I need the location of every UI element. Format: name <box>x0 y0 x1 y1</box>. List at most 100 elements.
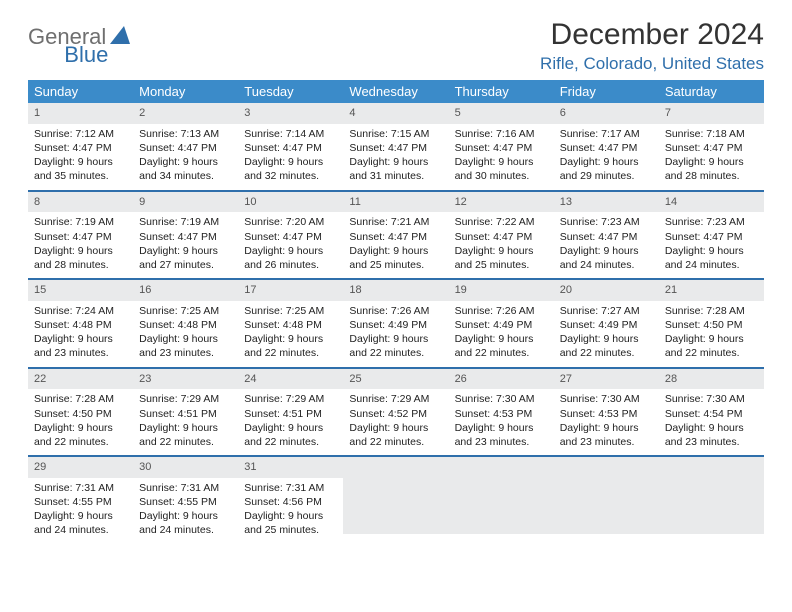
col-sunday: Sunday <box>28 80 133 103</box>
sunset-text: Sunset: 4:47 PM <box>455 141 548 155</box>
day-number: 3 <box>238 103 343 124</box>
day-body: Sunrise: 7:12 AMSunset: 4:47 PMDaylight:… <box>28 124 133 190</box>
sunrise-text: Sunrise: 7:25 AM <box>139 304 232 318</box>
daylight-line1: Daylight: 9 hours <box>139 332 232 346</box>
day-body: Sunrise: 7:24 AMSunset: 4:48 PMDaylight:… <box>28 301 133 367</box>
day-body: Sunrise: 7:15 AMSunset: 4:47 PMDaylight:… <box>343 124 448 190</box>
daylight-line2: and 24 minutes. <box>560 258 653 272</box>
calendar-day-cell <box>659 456 764 544</box>
day-number: 23 <box>133 369 238 390</box>
col-friday: Friday <box>554 80 659 103</box>
day-body: Sunrise: 7:31 AMSunset: 4:55 PMDaylight:… <box>133 478 238 544</box>
sunset-text: Sunset: 4:47 PM <box>34 141 127 155</box>
sunrise-text: Sunrise: 7:31 AM <box>244 481 337 495</box>
sunset-text: Sunset: 4:47 PM <box>139 230 232 244</box>
day-body: Sunrise: 7:29 AMSunset: 4:51 PMDaylight:… <box>238 389 343 455</box>
day-body: Sunrise: 7:21 AMSunset: 4:47 PMDaylight:… <box>343 212 448 278</box>
day-body: Sunrise: 7:23 AMSunset: 4:47 PMDaylight:… <box>554 212 659 278</box>
daylight-line1: Daylight: 9 hours <box>560 421 653 435</box>
calendar-day-cell <box>449 456 554 544</box>
calendar-day-cell: 29Sunrise: 7:31 AMSunset: 4:55 PMDayligh… <box>28 456 133 544</box>
daylight-line2: and 22 minutes. <box>349 435 442 449</box>
day-body: Sunrise: 7:20 AMSunset: 4:47 PMDaylight:… <box>238 212 343 278</box>
day-number: 17 <box>238 280 343 301</box>
sunset-text: Sunset: 4:52 PM <box>349 407 442 421</box>
sunset-text: Sunset: 4:51 PM <box>139 407 232 421</box>
daylight-line2: and 22 minutes. <box>349 346 442 360</box>
daylight-line1: Daylight: 9 hours <box>244 421 337 435</box>
calendar-day-cell: 23Sunrise: 7:29 AMSunset: 4:51 PMDayligh… <box>133 368 238 457</box>
daylight-line2: and 23 minutes. <box>455 435 548 449</box>
day-body: Sunrise: 7:31 AMSunset: 4:56 PMDaylight:… <box>238 478 343 544</box>
calendar-day-cell <box>343 456 448 544</box>
day-number: 25 <box>343 369 448 390</box>
title-block: December 2024 Rifle, Colorado, United St… <box>540 18 764 74</box>
daylight-line2: and 22 minutes. <box>244 346 337 360</box>
day-number: 13 <box>554 192 659 213</box>
daylight-line2: and 22 minutes. <box>560 346 653 360</box>
sunrise-text: Sunrise: 7:19 AM <box>34 215 127 229</box>
calendar-day-cell: 14Sunrise: 7:23 AMSunset: 4:47 PMDayligh… <box>659 191 764 280</box>
day-body: Sunrise: 7:27 AMSunset: 4:49 PMDaylight:… <box>554 301 659 367</box>
sunset-text: Sunset: 4:47 PM <box>560 141 653 155</box>
day-body: Sunrise: 7:25 AMSunset: 4:48 PMDaylight:… <box>133 301 238 367</box>
calendar-day-cell: 13Sunrise: 7:23 AMSunset: 4:47 PMDayligh… <box>554 191 659 280</box>
daylight-line2: and 23 minutes. <box>665 435 758 449</box>
sunrise-text: Sunrise: 7:12 AM <box>34 127 127 141</box>
day-number: 22 <box>28 369 133 390</box>
daylight-line1: Daylight: 9 hours <box>34 155 127 169</box>
sunrise-text: Sunrise: 7:19 AM <box>139 215 232 229</box>
sunrise-text: Sunrise: 7:14 AM <box>244 127 337 141</box>
logo-text-blue: Blue <box>64 42 108 68</box>
col-monday: Monday <box>133 80 238 103</box>
col-wednesday: Wednesday <box>343 80 448 103</box>
sunset-text: Sunset: 4:53 PM <box>560 407 653 421</box>
day-body: Sunrise: 7:30 AMSunset: 4:53 PMDaylight:… <box>449 389 554 455</box>
day-body: Sunrise: 7:13 AMSunset: 4:47 PMDaylight:… <box>133 124 238 190</box>
daylight-line1: Daylight: 9 hours <box>665 421 758 435</box>
sunrise-text: Sunrise: 7:26 AM <box>349 304 442 318</box>
sunset-text: Sunset: 4:48 PM <box>244 318 337 332</box>
daylight-line1: Daylight: 9 hours <box>349 244 442 258</box>
location-subtitle: Rifle, Colorado, United States <box>540 54 764 74</box>
day-body: Sunrise: 7:29 AMSunset: 4:52 PMDaylight:… <box>343 389 448 455</box>
calendar-day-cell: 8 Sunrise: 7:19 AMSunset: 4:47 PMDaylight… <box>28 191 133 280</box>
daylight-line2: and 28 minutes. <box>665 169 758 183</box>
daylight-line1: Daylight: 9 hours <box>244 244 337 258</box>
calendar-day-cell: 25Sunrise: 7:29 AMSunset: 4:52 PMDayligh… <box>343 368 448 457</box>
calendar-day-cell: 28Sunrise: 7:30 AMSunset: 4:54 PMDayligh… <box>659 368 764 457</box>
sunset-text: Sunset: 4:55 PM <box>34 495 127 509</box>
day-body: Sunrise: 7:31 AMSunset: 4:55 PMDaylight:… <box>28 478 133 544</box>
calendar-day-cell: 30Sunrise: 7:31 AMSunset: 4:55 PMDayligh… <box>133 456 238 544</box>
sunset-text: Sunset: 4:47 PM <box>34 230 127 244</box>
header: General Blue December 2024 Rifle, Colora… <box>28 18 764 74</box>
day-number: 8 <box>28 192 133 213</box>
day-body: Sunrise: 7:16 AMSunset: 4:47 PMDaylight:… <box>449 124 554 190</box>
day-body: Sunrise: 7:19 AMSunset: 4:47 PMDaylight:… <box>133 212 238 278</box>
sunset-text: Sunset: 4:50 PM <box>665 318 758 332</box>
day-number: 27 <box>554 369 659 390</box>
day-number: 30 <box>133 457 238 478</box>
day-body: Sunrise: 7:14 AMSunset: 4:47 PMDaylight:… <box>238 124 343 190</box>
daylight-line1: Daylight: 9 hours <box>139 509 232 523</box>
calendar-day-cell: 26Sunrise: 7:30 AMSunset: 4:53 PMDayligh… <box>449 368 554 457</box>
daylight-line2: and 30 minutes. <box>455 169 548 183</box>
daylight-line1: Daylight: 9 hours <box>34 244 127 258</box>
daylight-line1: Daylight: 9 hours <box>34 509 127 523</box>
sunrise-text: Sunrise: 7:31 AM <box>139 481 232 495</box>
day-body: Sunrise: 7:28 AMSunset: 4:50 PMDaylight:… <box>28 389 133 455</box>
daylight-line1: Daylight: 9 hours <box>560 332 653 346</box>
sunset-text: Sunset: 4:47 PM <box>244 230 337 244</box>
daylight-line1: Daylight: 9 hours <box>34 421 127 435</box>
day-number: 14 <box>659 192 764 213</box>
daylight-line2: and 31 minutes. <box>349 169 442 183</box>
daylight-line2: and 22 minutes. <box>665 346 758 360</box>
calendar-day-cell: 19Sunrise: 7:26 AMSunset: 4:49 PMDayligh… <box>449 279 554 368</box>
calendar-day-cell: 6Sunrise: 7:17 AMSunset: 4:47 PMDaylight… <box>554 103 659 191</box>
daylight-line1: Daylight: 9 hours <box>139 155 232 169</box>
col-tuesday: Tuesday <box>238 80 343 103</box>
day-number: 12 <box>449 192 554 213</box>
month-title: December 2024 <box>540 18 764 52</box>
calendar-day-cell: 20Sunrise: 7:27 AMSunset: 4:49 PMDayligh… <box>554 279 659 368</box>
sunrise-text: Sunrise: 7:13 AM <box>139 127 232 141</box>
